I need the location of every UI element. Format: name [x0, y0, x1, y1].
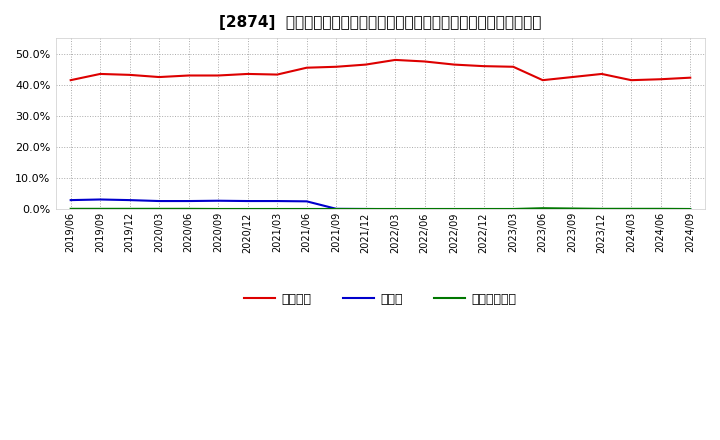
繰延税金資産 — [273, 206, 282, 212]
繰延税金資産 — [66, 206, 75, 212]
のれん — [302, 199, 311, 204]
自己資本 — [214, 73, 222, 78]
自己資本 — [361, 62, 370, 67]
のれん — [420, 206, 429, 212]
のれん — [598, 207, 606, 212]
自己資本 — [686, 75, 695, 81]
自己資本 — [96, 71, 104, 77]
自己資本 — [450, 62, 459, 67]
のれん — [509, 207, 518, 212]
自己資本 — [598, 71, 606, 77]
自己資本 — [273, 72, 282, 77]
繰延税金資産 — [480, 206, 488, 212]
のれん — [627, 207, 636, 212]
Line: 繰延税金資産: 繰延税金資産 — [71, 208, 690, 209]
Title: [2874]  自己資本、のれん、繰延税金資産の総資産に対する比率の推移: [2874] 自己資本、のれん、繰延税金資産の総資産に対する比率の推移 — [220, 15, 541, 30]
繰延税金資産 — [302, 206, 311, 212]
自己資本 — [243, 71, 252, 77]
自己資本 — [302, 65, 311, 70]
繰延税金資産 — [686, 206, 695, 212]
自己資本 — [184, 73, 193, 78]
自己資本 — [539, 77, 547, 83]
自己資本 — [125, 72, 134, 77]
のれん — [273, 198, 282, 204]
のれん — [184, 198, 193, 204]
繰延税金資産 — [184, 206, 193, 212]
自己資本 — [568, 74, 577, 80]
自己資本 — [332, 64, 341, 70]
繰延税金資産 — [155, 206, 163, 212]
自己資本 — [627, 77, 636, 83]
のれん — [214, 198, 222, 203]
繰延税金資産 — [539, 205, 547, 211]
繰延税金資産 — [450, 206, 459, 212]
自己資本 — [391, 57, 400, 62]
繰延税金資産 — [627, 206, 636, 212]
自己資本 — [509, 64, 518, 70]
繰延税金資産 — [657, 206, 665, 212]
Line: 自己資本: 自己資本 — [71, 60, 690, 80]
のれん — [657, 207, 665, 212]
のれん — [480, 206, 488, 212]
繰延税金資産 — [361, 206, 370, 212]
のれん — [391, 206, 400, 212]
のれん — [96, 197, 104, 202]
のれん — [243, 198, 252, 204]
のれん — [568, 206, 577, 212]
繰延税金資産 — [243, 206, 252, 212]
のれん — [155, 198, 163, 204]
自己資本 — [66, 77, 75, 83]
繰延税金資産 — [332, 206, 341, 212]
自己資本 — [420, 59, 429, 64]
Line: のれん: のれん — [71, 199, 690, 209]
自己資本 — [155, 74, 163, 80]
自己資本 — [480, 63, 488, 69]
自己資本 — [657, 77, 665, 82]
繰延税金資産 — [509, 206, 518, 212]
のれん — [686, 207, 695, 212]
繰延税金資産 — [125, 206, 134, 212]
のれん — [361, 206, 370, 212]
繰延税金資産 — [214, 206, 222, 212]
繰延税金資産 — [96, 206, 104, 212]
のれん — [332, 206, 341, 212]
繰延税金資産 — [420, 206, 429, 212]
のれん — [450, 206, 459, 212]
のれん — [539, 207, 547, 212]
のれん — [66, 198, 75, 203]
繰延税金資産 — [568, 206, 577, 211]
繰延税金資産 — [598, 206, 606, 212]
繰延税金資産 — [391, 206, 400, 212]
Legend: 自己資本, のれん, 繰延税金資産: 自己資本, のれん, 繰延税金資産 — [239, 288, 522, 311]
のれん — [125, 198, 134, 203]
